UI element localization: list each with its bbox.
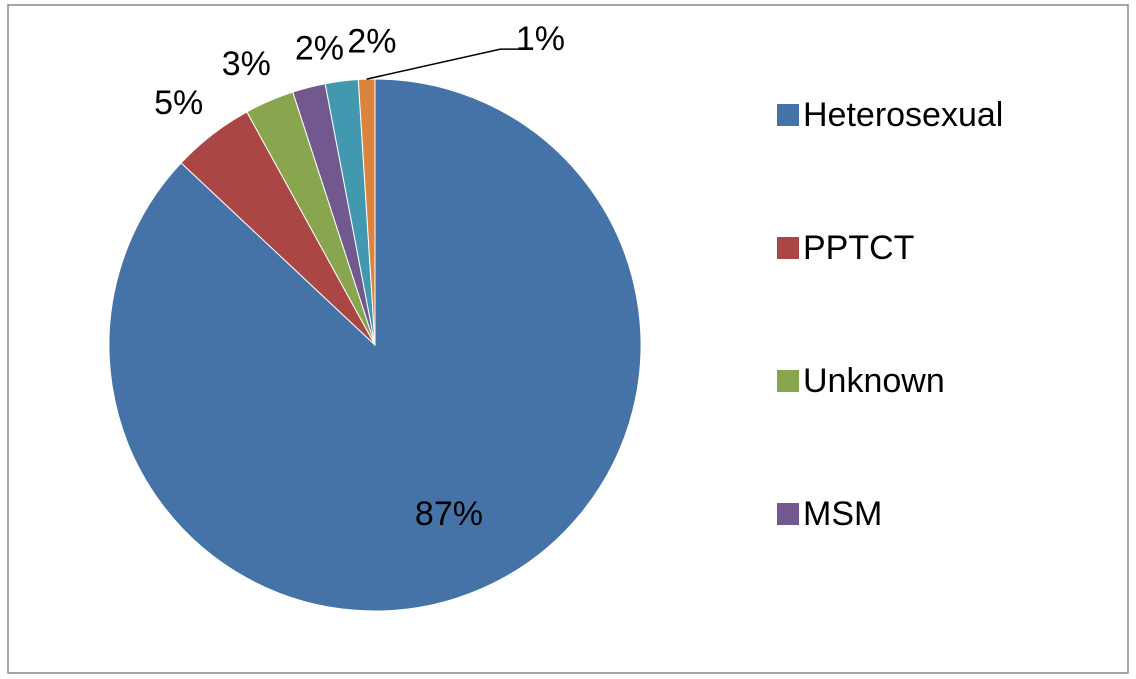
legend-label: MSM (803, 495, 882, 533)
data-label: 87% (415, 495, 483, 533)
legend-swatch (777, 104, 799, 126)
legend-swatch (777, 503, 799, 525)
legend-label: Unknown (803, 362, 945, 400)
data-label: 3% (222, 45, 271, 83)
data-label: 5% (154, 84, 203, 122)
legend-label: Heterosexual (803, 96, 1003, 134)
legend-swatch (777, 237, 799, 259)
data-label: 1% (516, 20, 565, 58)
leader-line (366, 48, 519, 80)
pie-slice (108, 78, 642, 612)
legend-label: PPTCT (803, 229, 914, 267)
data-label: 2% (295, 30, 344, 68)
data-label: 2% (347, 22, 396, 60)
legend-swatch (777, 370, 799, 392)
